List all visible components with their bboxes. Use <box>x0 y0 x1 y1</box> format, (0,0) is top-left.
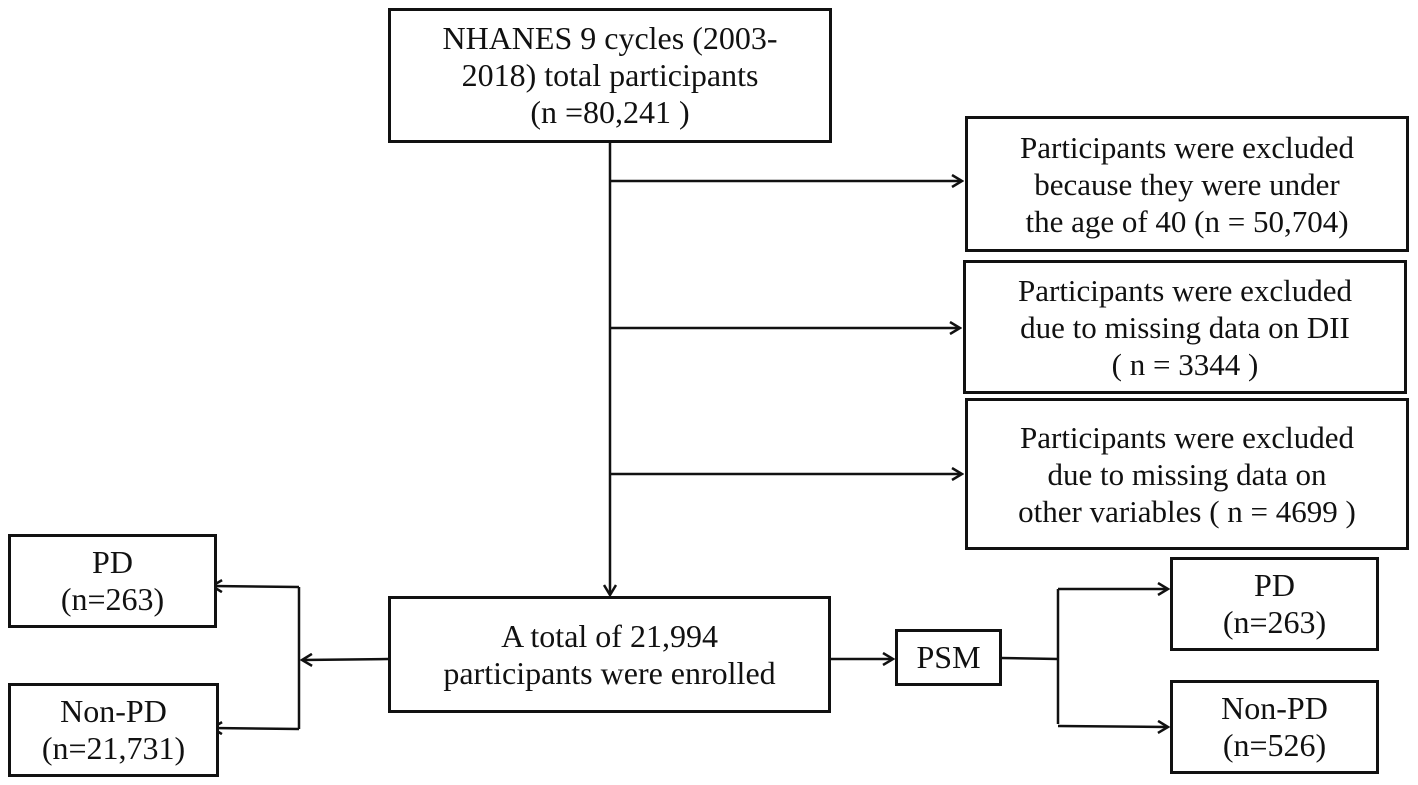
right-non-pd-count: (n=526) <box>1222 727 1327 763</box>
right-pd-box: PD (n=263) <box>1170 557 1379 651</box>
start-line-2: 2018) total participants <box>461 57 759 93</box>
right-split-stub <box>1000 656 1059 661</box>
start-line-3: (n =80,241 ) <box>530 94 690 130</box>
left-pd-label: PD <box>92 544 133 580</box>
right-non-pd-box: Non-PD (n=526) <box>1170 680 1379 774</box>
psm-label: PSM <box>916 639 981 675</box>
left-non-pd-box: Non-PD (n=21,731) <box>8 683 219 777</box>
left-split-arrow <box>302 659 389 660</box>
start-box: NHANES 9 cycles (2003- 2018) total parti… <box>388 8 832 143</box>
exclusion-dii-line-3: ( n = 3344 ) <box>1111 346 1259 382</box>
psm-box: PSM <box>895 629 1002 686</box>
exclusion-box-age: Participants were excluded because they … <box>965 116 1409 252</box>
enrolled-line-2: participants were enrolled <box>443 654 776 691</box>
exclusion-age-line-1: Participants were excluded <box>1020 129 1354 165</box>
arrow-to-left-non-pd <box>212 728 300 729</box>
right-non-pd-label: Non-PD <box>1221 690 1328 726</box>
exclusion-other-line-3: other variables ( n = 4699 ) <box>1018 493 1356 529</box>
arrow-to-right-non-pd <box>1057 726 1168 727</box>
right-pd-label: PD <box>1254 567 1295 603</box>
right-pd-count: (n=263) <box>1222 604 1327 640</box>
exclusion-other-line-1: Participants were excluded <box>1020 419 1354 455</box>
enrolled-box: A total of 21,994 participants were enro… <box>388 596 831 713</box>
exclusion-box-other: Participants were excluded due to missin… <box>965 398 1409 550</box>
exclusion-age-line-3: the age of 40 (n = 50,704) <box>1025 203 1349 239</box>
left-pd-box: PD (n=263) <box>8 534 217 628</box>
left-non-pd-count: (n=21,731) <box>41 730 186 766</box>
exclusion-age-line-2: because they were under <box>1034 166 1340 202</box>
exclusion-other-line-2: due to missing data on <box>1047 456 1327 492</box>
exclusion-dii-line-1: Participants were excluded <box>1018 272 1352 308</box>
left-non-pd-label: Non-PD <box>60 693 167 729</box>
exclusion-box-dii: Participants were excluded due to missin… <box>963 260 1407 394</box>
left-pd-count: (n=263) <box>60 581 165 617</box>
start-line-1: NHANES 9 cycles (2003- <box>442 20 778 56</box>
exclusion-dii-line-2: due to missing data on DII <box>1020 309 1350 345</box>
enrolled-line-1: A total of 21,994 <box>501 617 718 654</box>
arrow-to-left-pd <box>212 586 300 587</box>
